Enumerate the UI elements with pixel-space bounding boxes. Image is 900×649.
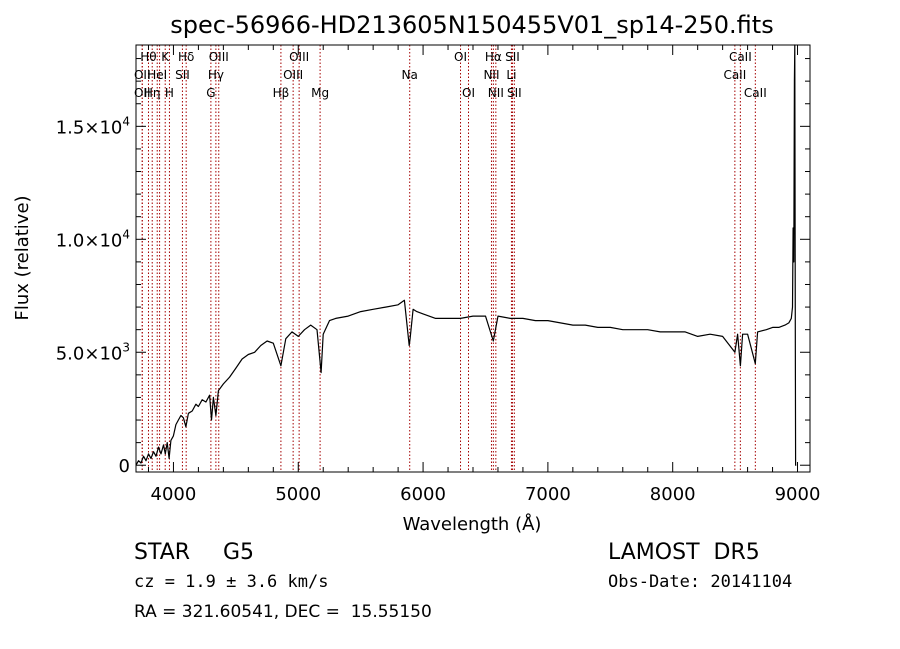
spectral-line-label: G <box>206 86 215 100</box>
spectral-line-label: NII <box>488 86 504 100</box>
spectral-line-label: OIII <box>283 68 303 82</box>
x-tick-label: 8000 <box>650 484 696 505</box>
y-tick-label: 1.5×104 <box>56 114 130 138</box>
spectral-line-label: NII <box>483 68 499 82</box>
spectral-line-label: Na <box>402 68 418 82</box>
spectral-line-label: Li <box>506 68 516 82</box>
x-tick-label: 7000 <box>525 484 571 505</box>
spectral-line-label: Hβ <box>273 86 290 100</box>
spectral-line-label: OIII <box>209 50 229 64</box>
spectral-line-label: OII <box>134 86 151 100</box>
spectral-line-label: Hα <box>485 50 502 64</box>
spectral-line-label: SII <box>507 86 522 100</box>
spectral-line-label: Hθ <box>140 50 156 64</box>
spectral-line-label: CaII <box>723 68 746 82</box>
chart-title: spec-56966-HD213605N150455V01_sp14-250.f… <box>170 11 773 39</box>
spectral-line-label: Hγ <box>208 68 224 82</box>
spectral-line-label: HeI <box>147 68 167 82</box>
spectral-line-label: K <box>161 50 170 64</box>
spectral-line-markers <box>141 45 756 472</box>
spectral-line-label: OIII <box>289 50 309 64</box>
spectral-line-label: H <box>165 86 174 100</box>
y-axis: 0 5.0×103 1.0×104 1.5×104 <box>56 58 810 477</box>
spectral-line-labels: OIIOIIHθHηHeIKHSIIHδGHγOIIIHβOIIIOIIIMgN… <box>134 50 767 100</box>
plot-frame <box>135 44 811 473</box>
spectral-line-label: OI <box>462 86 475 100</box>
y-tick-label: 1.0×104 <box>56 227 130 251</box>
spectral-line-label: Mg <box>311 86 329 100</box>
spectral-line-label: OII <box>134 68 151 82</box>
observation-date: Obs-Date: 20141104 <box>608 572 793 592</box>
y-tick-label: 0 <box>119 456 130 477</box>
spectrum-line <box>135 44 797 466</box>
spectral-line-label: Hδ <box>178 50 194 64</box>
sky-coordinates: RA = 321.60541, DEC = 15.55150 <box>134 602 432 622</box>
x-tick-label: 5000 <box>275 484 321 505</box>
spectral-line-label: Hη <box>144 86 161 100</box>
spectral-line-label: CaII <box>729 50 752 64</box>
spectral-line-label: SII <box>505 50 520 64</box>
x-tick-label: 4000 <box>151 484 197 505</box>
y-axis-label: Flux (relative) <box>12 195 33 320</box>
y-tick-label: 5.0×103 <box>56 340 130 364</box>
x-tick-label: 6000 <box>400 484 446 505</box>
object-class: STAR <box>134 540 191 565</box>
redshift-velocity: cz = 1.9 ± 3.6 km/s <box>134 572 329 592</box>
x-tick-label: 9000 <box>775 484 821 505</box>
spectral-subclass: G5 <box>223 540 255 565</box>
spectral-line-label: OI <box>454 50 467 64</box>
spectral-line-label: SII <box>175 68 190 82</box>
x-axis: 4000 5000 6000 7000 8000 9000 <box>147 45 821 505</box>
spectral-line-label: CaII <box>744 86 767 100</box>
survey-label: LAMOST DR5 <box>608 540 760 565</box>
x-axis-label: Wavelength (Å) <box>403 513 542 535</box>
